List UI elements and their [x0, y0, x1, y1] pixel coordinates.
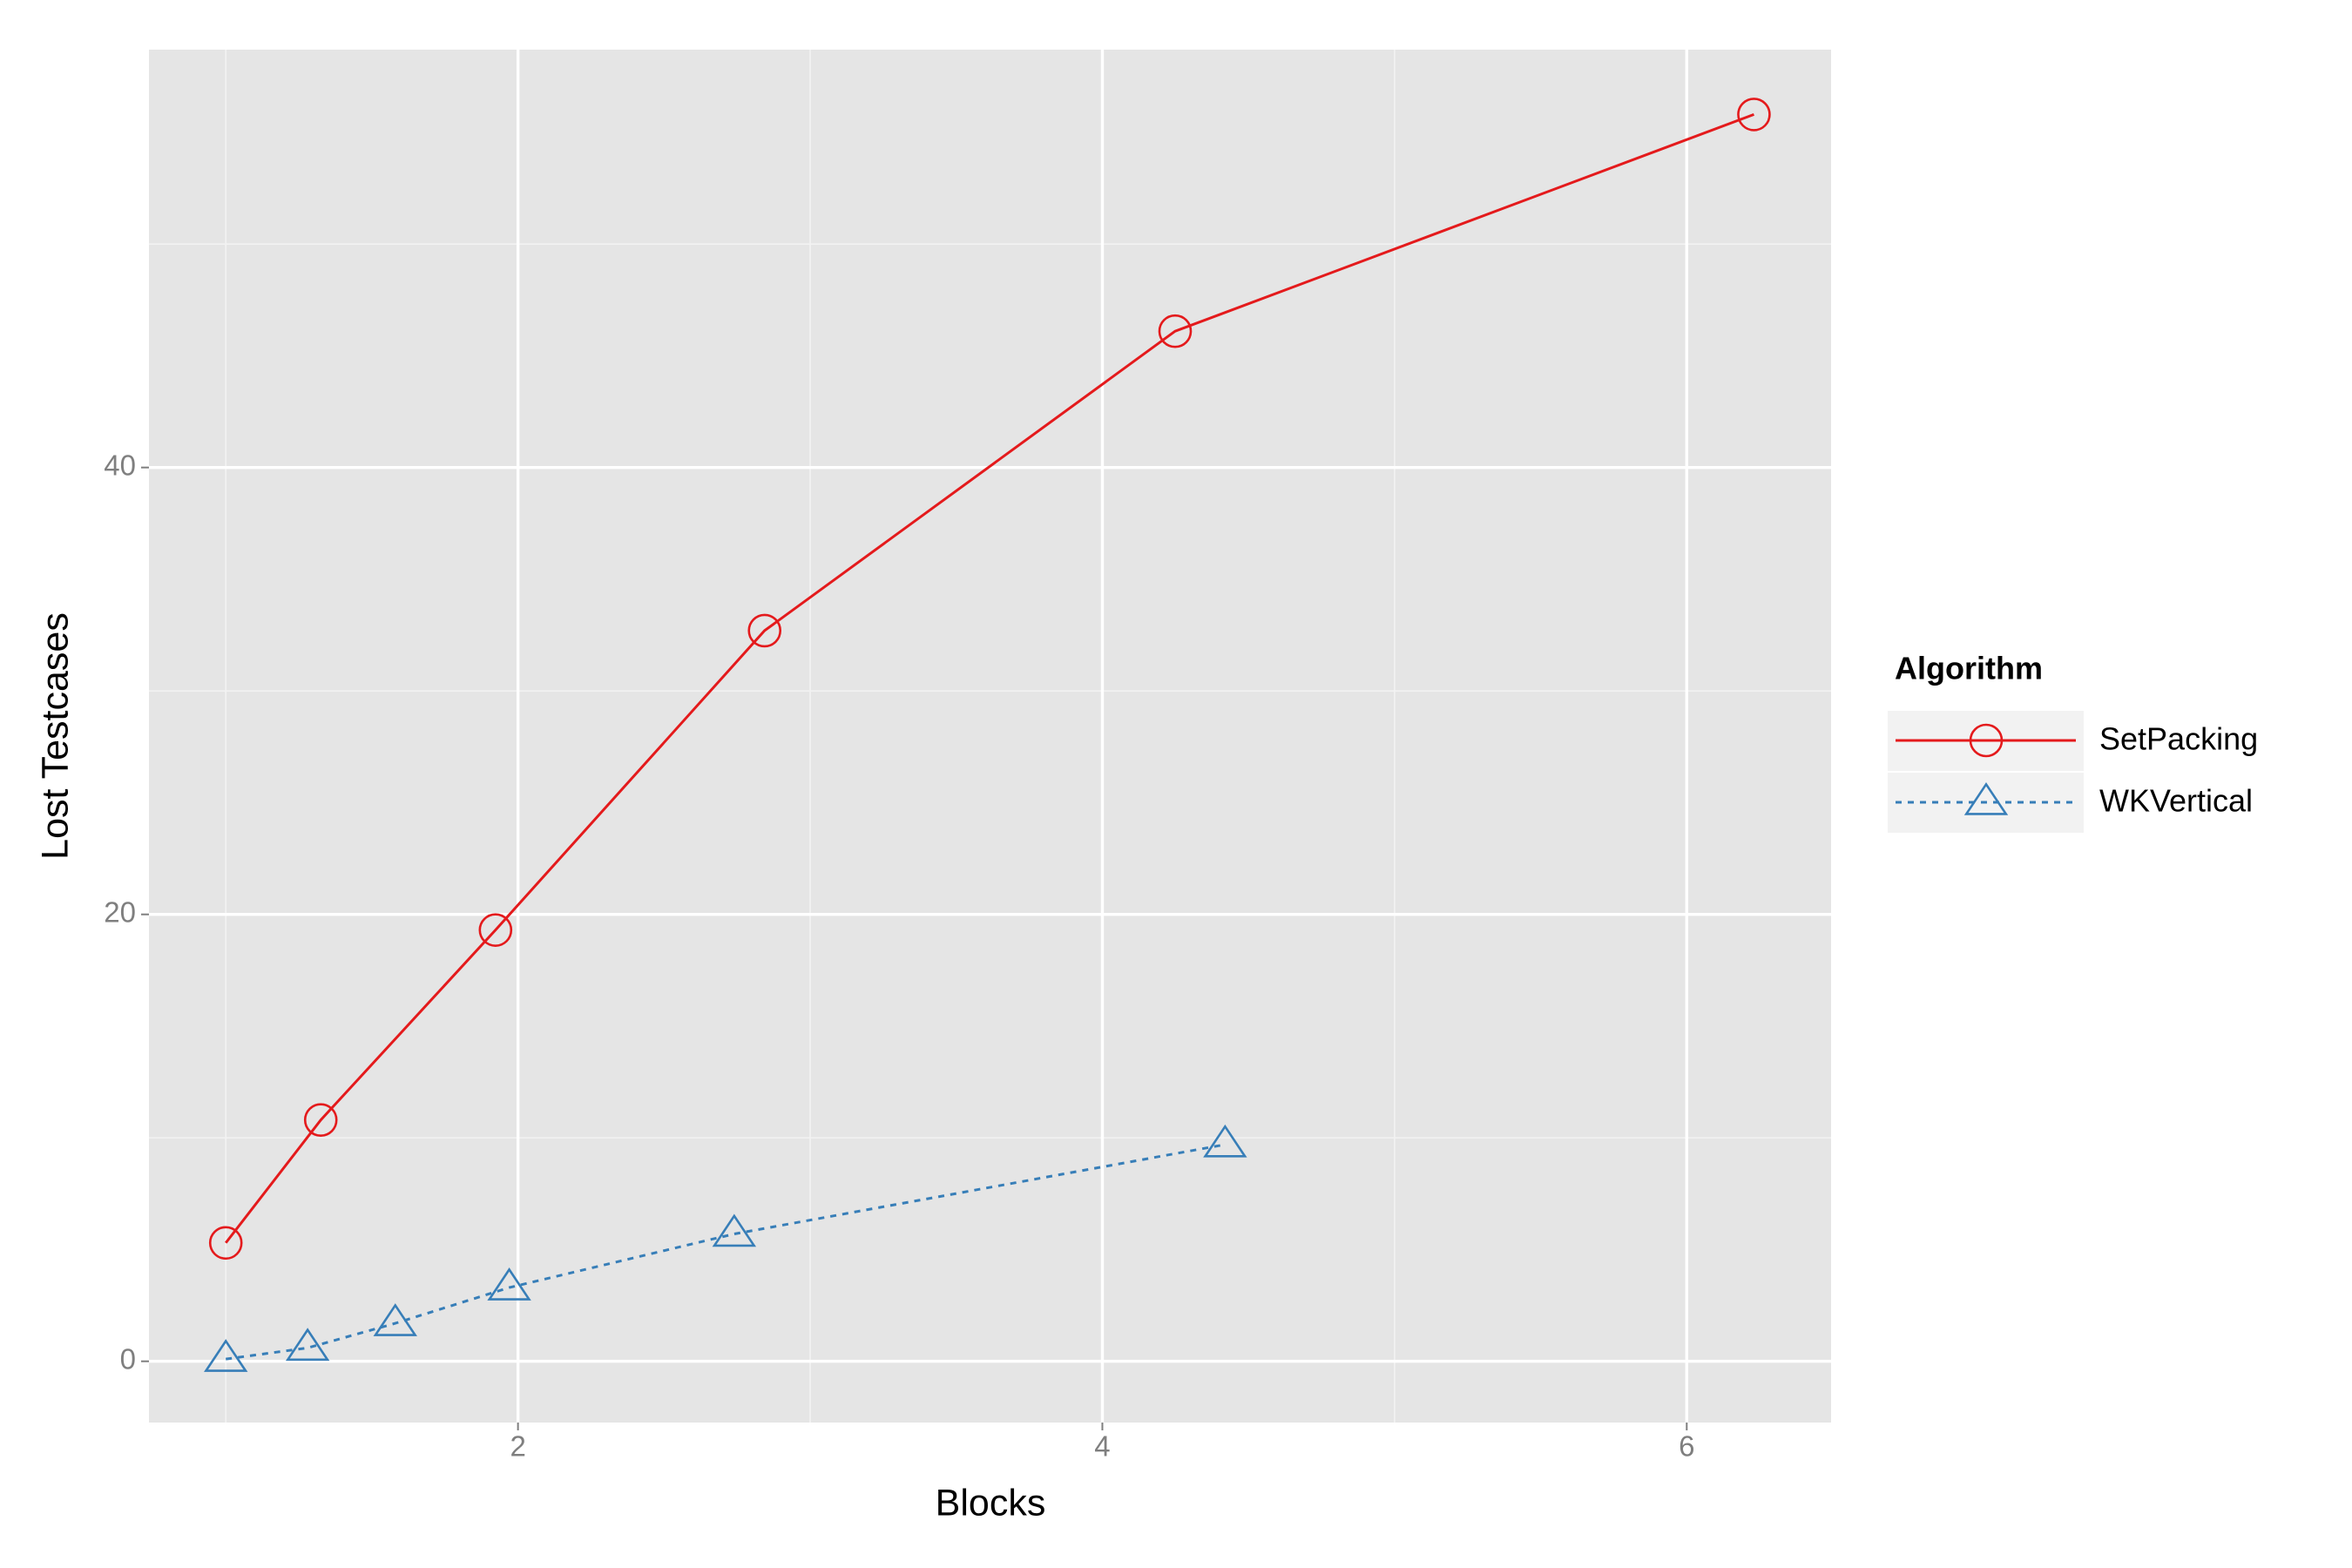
point: [204, 1339, 248, 1372]
x-tick-label: 4: [1094, 1430, 1110, 1463]
point: [1737, 98, 1771, 132]
y-tick-label: 0: [120, 1342, 136, 1375]
point: [285, 1328, 330, 1362]
point: [747, 613, 782, 648]
point: [712, 1213, 757, 1247]
y-tick-label: 20: [104, 896, 136, 928]
series-line: [226, 1143, 1226, 1361]
point: [208, 1226, 243, 1260]
point: [478, 913, 513, 947]
y-tick-label: 40: [104, 449, 136, 481]
legend-marker: [1963, 781, 2009, 815]
x-axis-title: Blocks: [936, 1482, 1046, 1524]
x-tick-label: 2: [510, 1430, 525, 1463]
point: [373, 1303, 417, 1336]
grid: [149, 50, 1831, 1423]
series-line: [225, 112, 1754, 1244]
point: [487, 1267, 531, 1301]
point: [1158, 314, 1193, 348]
point: [1203, 1124, 1247, 1158]
y-axis-title: Lost Testcases: [34, 612, 76, 860]
legend-marker: [1969, 723, 2004, 758]
legend-label: WKVertical: [2099, 783, 2253, 819]
legend-title: Algorithm: [1895, 651, 2043, 686]
plot-panel: [149, 50, 1831, 1423]
point: [303, 1103, 338, 1137]
legend-label: SetPacking: [2099, 721, 2258, 757]
x-tick-label: 6: [1679, 1430, 1694, 1463]
